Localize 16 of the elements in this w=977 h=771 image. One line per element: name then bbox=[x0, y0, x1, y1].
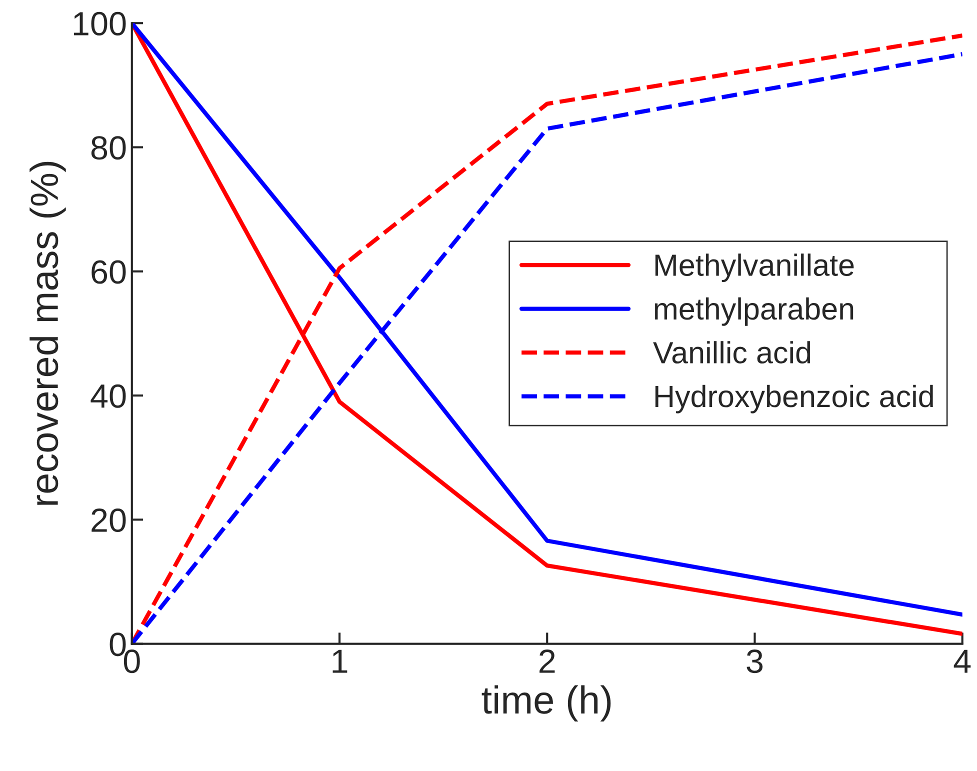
y-tick-label: 60 bbox=[92, 260, 126, 284]
legend-label: methylparaben bbox=[654, 297, 854, 326]
x-tick-label: 1 bbox=[332, 650, 348, 673]
legend-label: Vanillic acid bbox=[653, 341, 810, 364]
y-tick-label: 80 bbox=[91, 136, 126, 160]
y-tick-label: 0 bbox=[110, 632, 126, 656]
y-tick-label: 40 bbox=[90, 384, 126, 408]
x-tick-label: 2 bbox=[540, 650, 555, 673]
y-tick-label: 20 bbox=[92, 508, 126, 532]
x-tick-label: 4 bbox=[954, 650, 971, 673]
x-axis-title: time (h) bbox=[482, 685, 611, 722]
y-tick-label: 100 bbox=[74, 12, 126, 36]
y-axis-title: recovered mass (%) bbox=[30, 162, 66, 505]
legend-label: Hydroxybenzoic acid bbox=[655, 384, 933, 414]
x-tick-label: 3 bbox=[746, 650, 763, 674]
legend-label: Methylvanillate bbox=[655, 254, 854, 282]
